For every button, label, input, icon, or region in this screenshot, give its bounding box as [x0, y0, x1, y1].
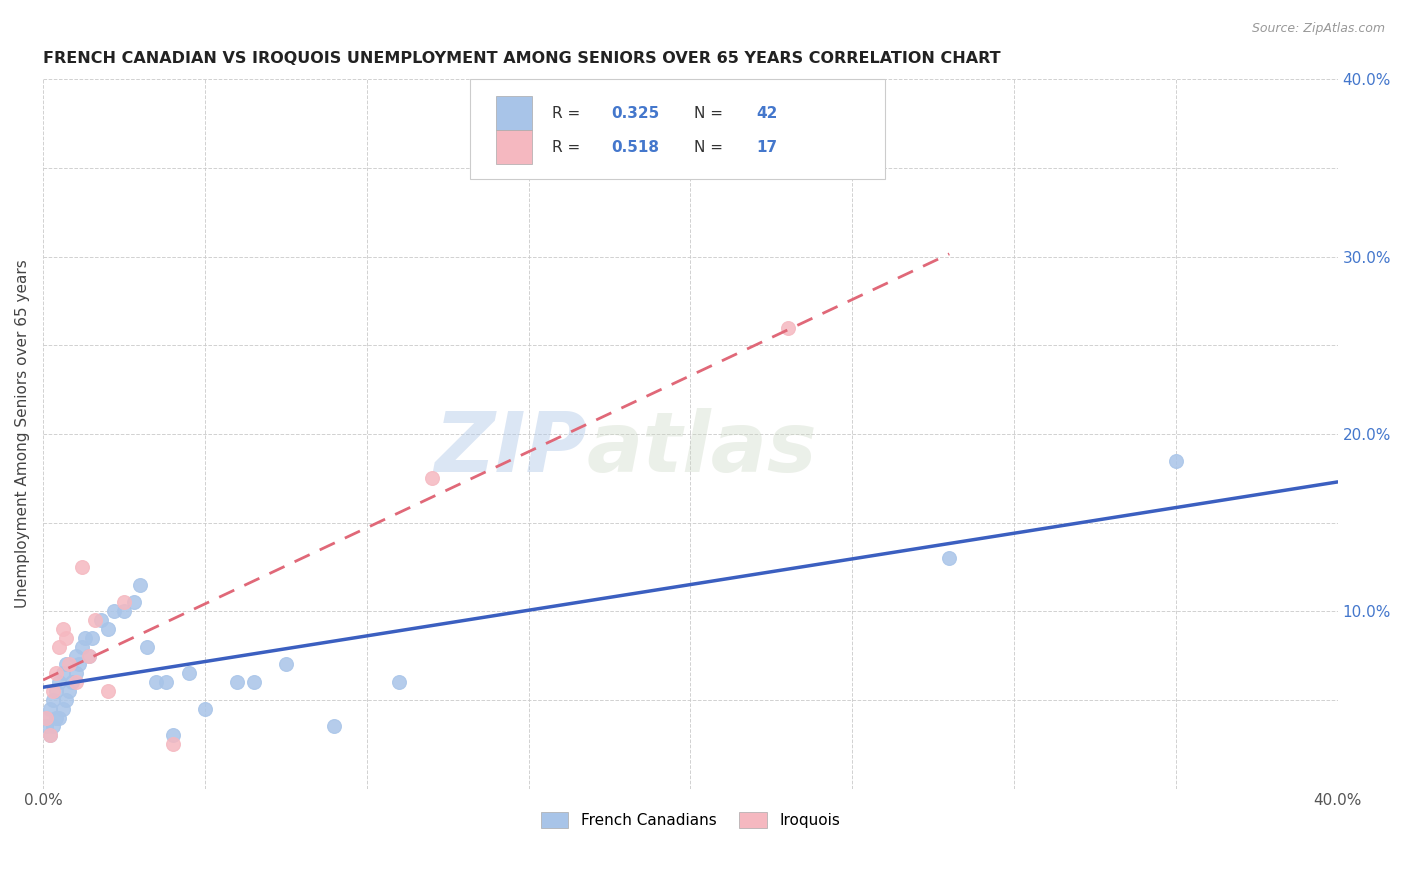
Point	[129, 577, 152, 591]
Text: R =: R =	[553, 140, 585, 155]
Point	[75, 631, 97, 645]
Y-axis label: Unemployment Among Seniors over 65 years: Unemployment Among Seniors over 65 years	[15, 260, 30, 608]
Text: 0.325: 0.325	[612, 106, 659, 121]
Point	[77, 648, 100, 663]
Point	[70, 640, 93, 654]
Point	[155, 675, 177, 690]
Point	[194, 702, 217, 716]
Text: 17: 17	[756, 140, 778, 155]
Point	[70, 560, 93, 574]
Point	[938, 551, 960, 566]
Text: FRENCH CANADIAN VS IROQUOIS UNEMPLOYMENT AMONG SENIORS OVER 65 YEARS CORRELATION: FRENCH CANADIAN VS IROQUOIS UNEMPLOYMENT…	[44, 51, 1001, 66]
Point	[323, 719, 346, 733]
Point	[58, 657, 80, 672]
Text: R =: R =	[553, 106, 585, 121]
Point	[42, 684, 65, 698]
Point	[35, 710, 58, 724]
Point	[226, 675, 249, 690]
Point	[103, 604, 125, 618]
Point	[52, 622, 75, 636]
Point	[242, 675, 264, 690]
Point	[48, 640, 70, 654]
Point	[65, 675, 87, 690]
Point	[55, 693, 77, 707]
Text: N =: N =	[695, 106, 728, 121]
Point	[60, 675, 83, 690]
FancyBboxPatch shape	[496, 96, 533, 130]
Text: Source: ZipAtlas.com: Source: ZipAtlas.com	[1251, 22, 1385, 36]
Point	[135, 640, 157, 654]
Point	[420, 471, 443, 485]
Point	[52, 666, 75, 681]
Point	[45, 666, 67, 681]
Point	[112, 604, 135, 618]
Point	[67, 657, 90, 672]
Point	[388, 675, 411, 690]
Point	[122, 595, 145, 609]
Point	[48, 710, 70, 724]
Point	[45, 710, 67, 724]
Legend: French Canadians, Iroquois: French Canadians, Iroquois	[534, 805, 846, 834]
Point	[42, 719, 65, 733]
Point	[177, 666, 200, 681]
Point	[55, 631, 77, 645]
Point	[38, 728, 60, 742]
Point	[38, 702, 60, 716]
Text: N =: N =	[695, 140, 728, 155]
Point	[1164, 453, 1187, 467]
Point	[77, 648, 100, 663]
Point	[162, 737, 184, 751]
Text: 0.518: 0.518	[612, 140, 659, 155]
Text: ZIP: ZIP	[434, 408, 586, 489]
Point	[55, 657, 77, 672]
FancyBboxPatch shape	[471, 79, 884, 178]
Point	[90, 613, 112, 627]
Point	[48, 675, 70, 690]
Point	[97, 684, 120, 698]
Point	[65, 666, 87, 681]
Point	[52, 702, 75, 716]
Point	[45, 684, 67, 698]
Point	[162, 728, 184, 742]
Point	[80, 631, 103, 645]
Point	[35, 710, 58, 724]
Point	[35, 719, 58, 733]
Point	[65, 648, 87, 663]
Text: 42: 42	[756, 106, 778, 121]
Point	[38, 728, 60, 742]
Point	[145, 675, 167, 690]
Point	[42, 693, 65, 707]
Point	[58, 684, 80, 698]
FancyBboxPatch shape	[496, 130, 533, 164]
Point	[84, 613, 107, 627]
Text: atlas: atlas	[586, 408, 817, 489]
Point	[97, 622, 120, 636]
Point	[274, 657, 297, 672]
Point	[776, 320, 799, 334]
Point	[112, 595, 135, 609]
